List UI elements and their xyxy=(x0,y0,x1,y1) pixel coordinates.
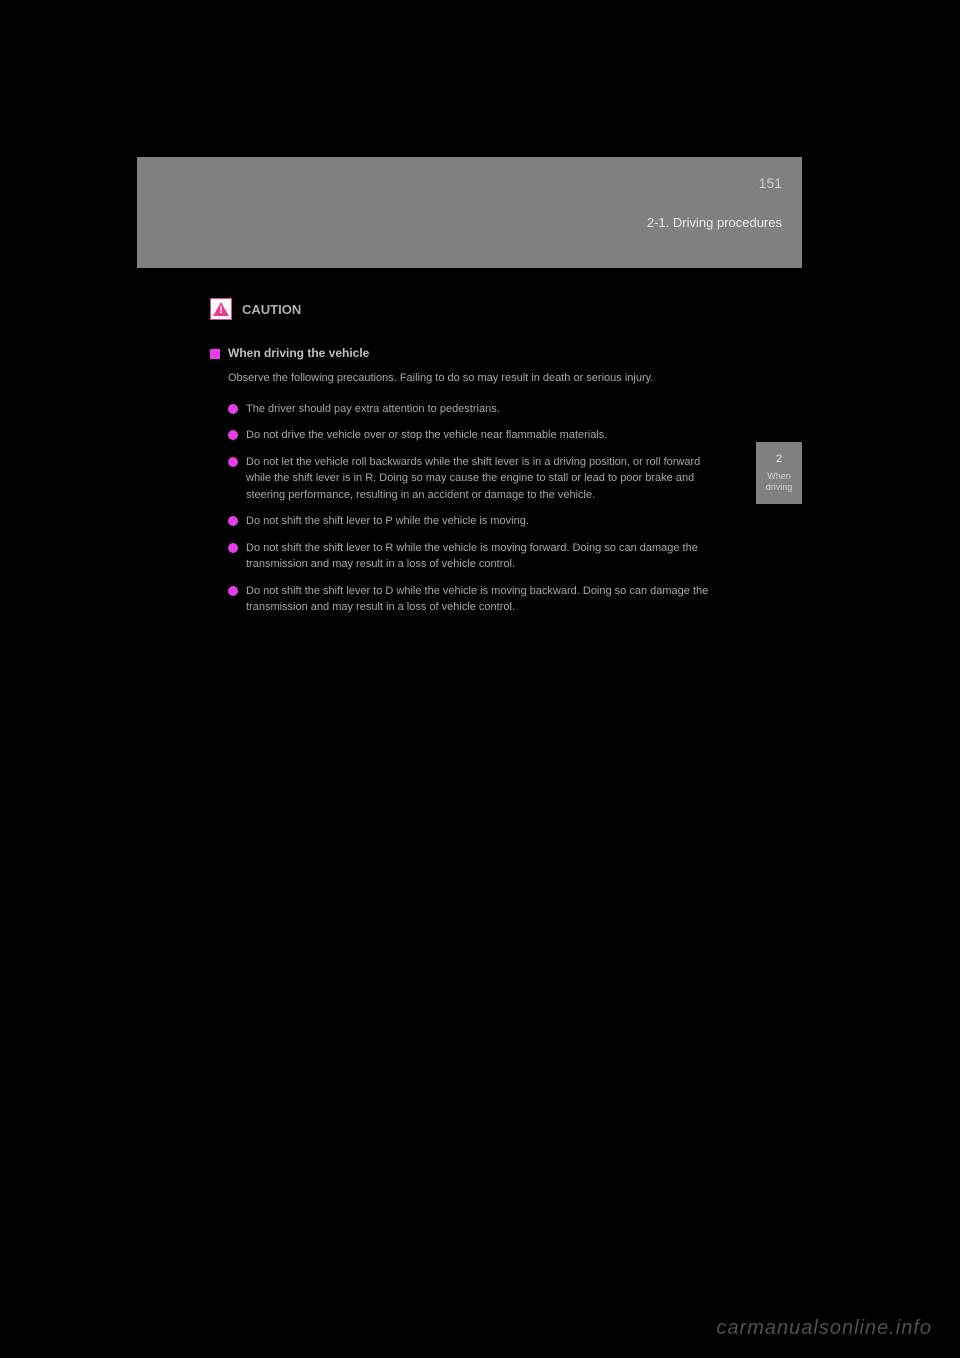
bullet-marker-icon xyxy=(228,543,238,553)
subsection-title: When driving the vehicle xyxy=(228,346,369,360)
list-item: Do not drive the vehicle over or stop th… xyxy=(228,427,720,444)
page-number: 151 xyxy=(759,175,782,191)
square-marker-icon xyxy=(210,349,220,359)
bullet-text: Do not drive the vehicle over or stop th… xyxy=(246,427,607,444)
list-item: The driver should pay extra attention to… xyxy=(228,401,720,418)
subsection-heading: When driving the vehicle xyxy=(210,346,720,360)
bullet-text: Do not shift the shift lever to R while … xyxy=(246,540,720,573)
side-tab: 2 When driving xyxy=(756,442,802,504)
section-header: 2-1. Driving procedures xyxy=(647,215,782,230)
tab-label: When driving xyxy=(756,471,802,493)
intro-text: Observe the following precautions. Faili… xyxy=(228,370,720,387)
bullet-marker-icon xyxy=(228,430,238,440)
caution-label: CAUTION xyxy=(242,302,301,317)
watermark: carmanualsonline.info xyxy=(716,1317,932,1340)
bullet-text: Do not shift the shift lever to D while … xyxy=(246,583,720,616)
tab-number: 2 xyxy=(776,453,782,465)
list-item: Do not shift the shift lever to P while … xyxy=(228,513,720,530)
bullet-text: Do not shift the shift lever to P while … xyxy=(246,513,529,530)
bullet-marker-icon xyxy=(228,516,238,526)
bullet-marker-icon xyxy=(228,404,238,414)
content-area: ! CAUTION When driving the vehicle Obser… xyxy=(210,298,720,626)
list-item: Do not let the vehicle roll backwards wh… xyxy=(228,454,720,504)
header-block: 151 2-1. Driving procedures xyxy=(137,157,802,268)
bullet-text: Do not let the vehicle roll backwards wh… xyxy=(246,454,720,504)
list-item: Do not shift the shift lever to D while … xyxy=(228,583,720,616)
list-item: Do not shift the shift lever to R while … xyxy=(228,540,720,573)
caution-row: ! CAUTION xyxy=(210,298,720,320)
bullet-marker-icon xyxy=(228,586,238,596)
warning-icon: ! xyxy=(210,298,232,320)
bullet-text: The driver should pay extra attention to… xyxy=(246,401,500,418)
bullet-marker-icon xyxy=(228,457,238,467)
